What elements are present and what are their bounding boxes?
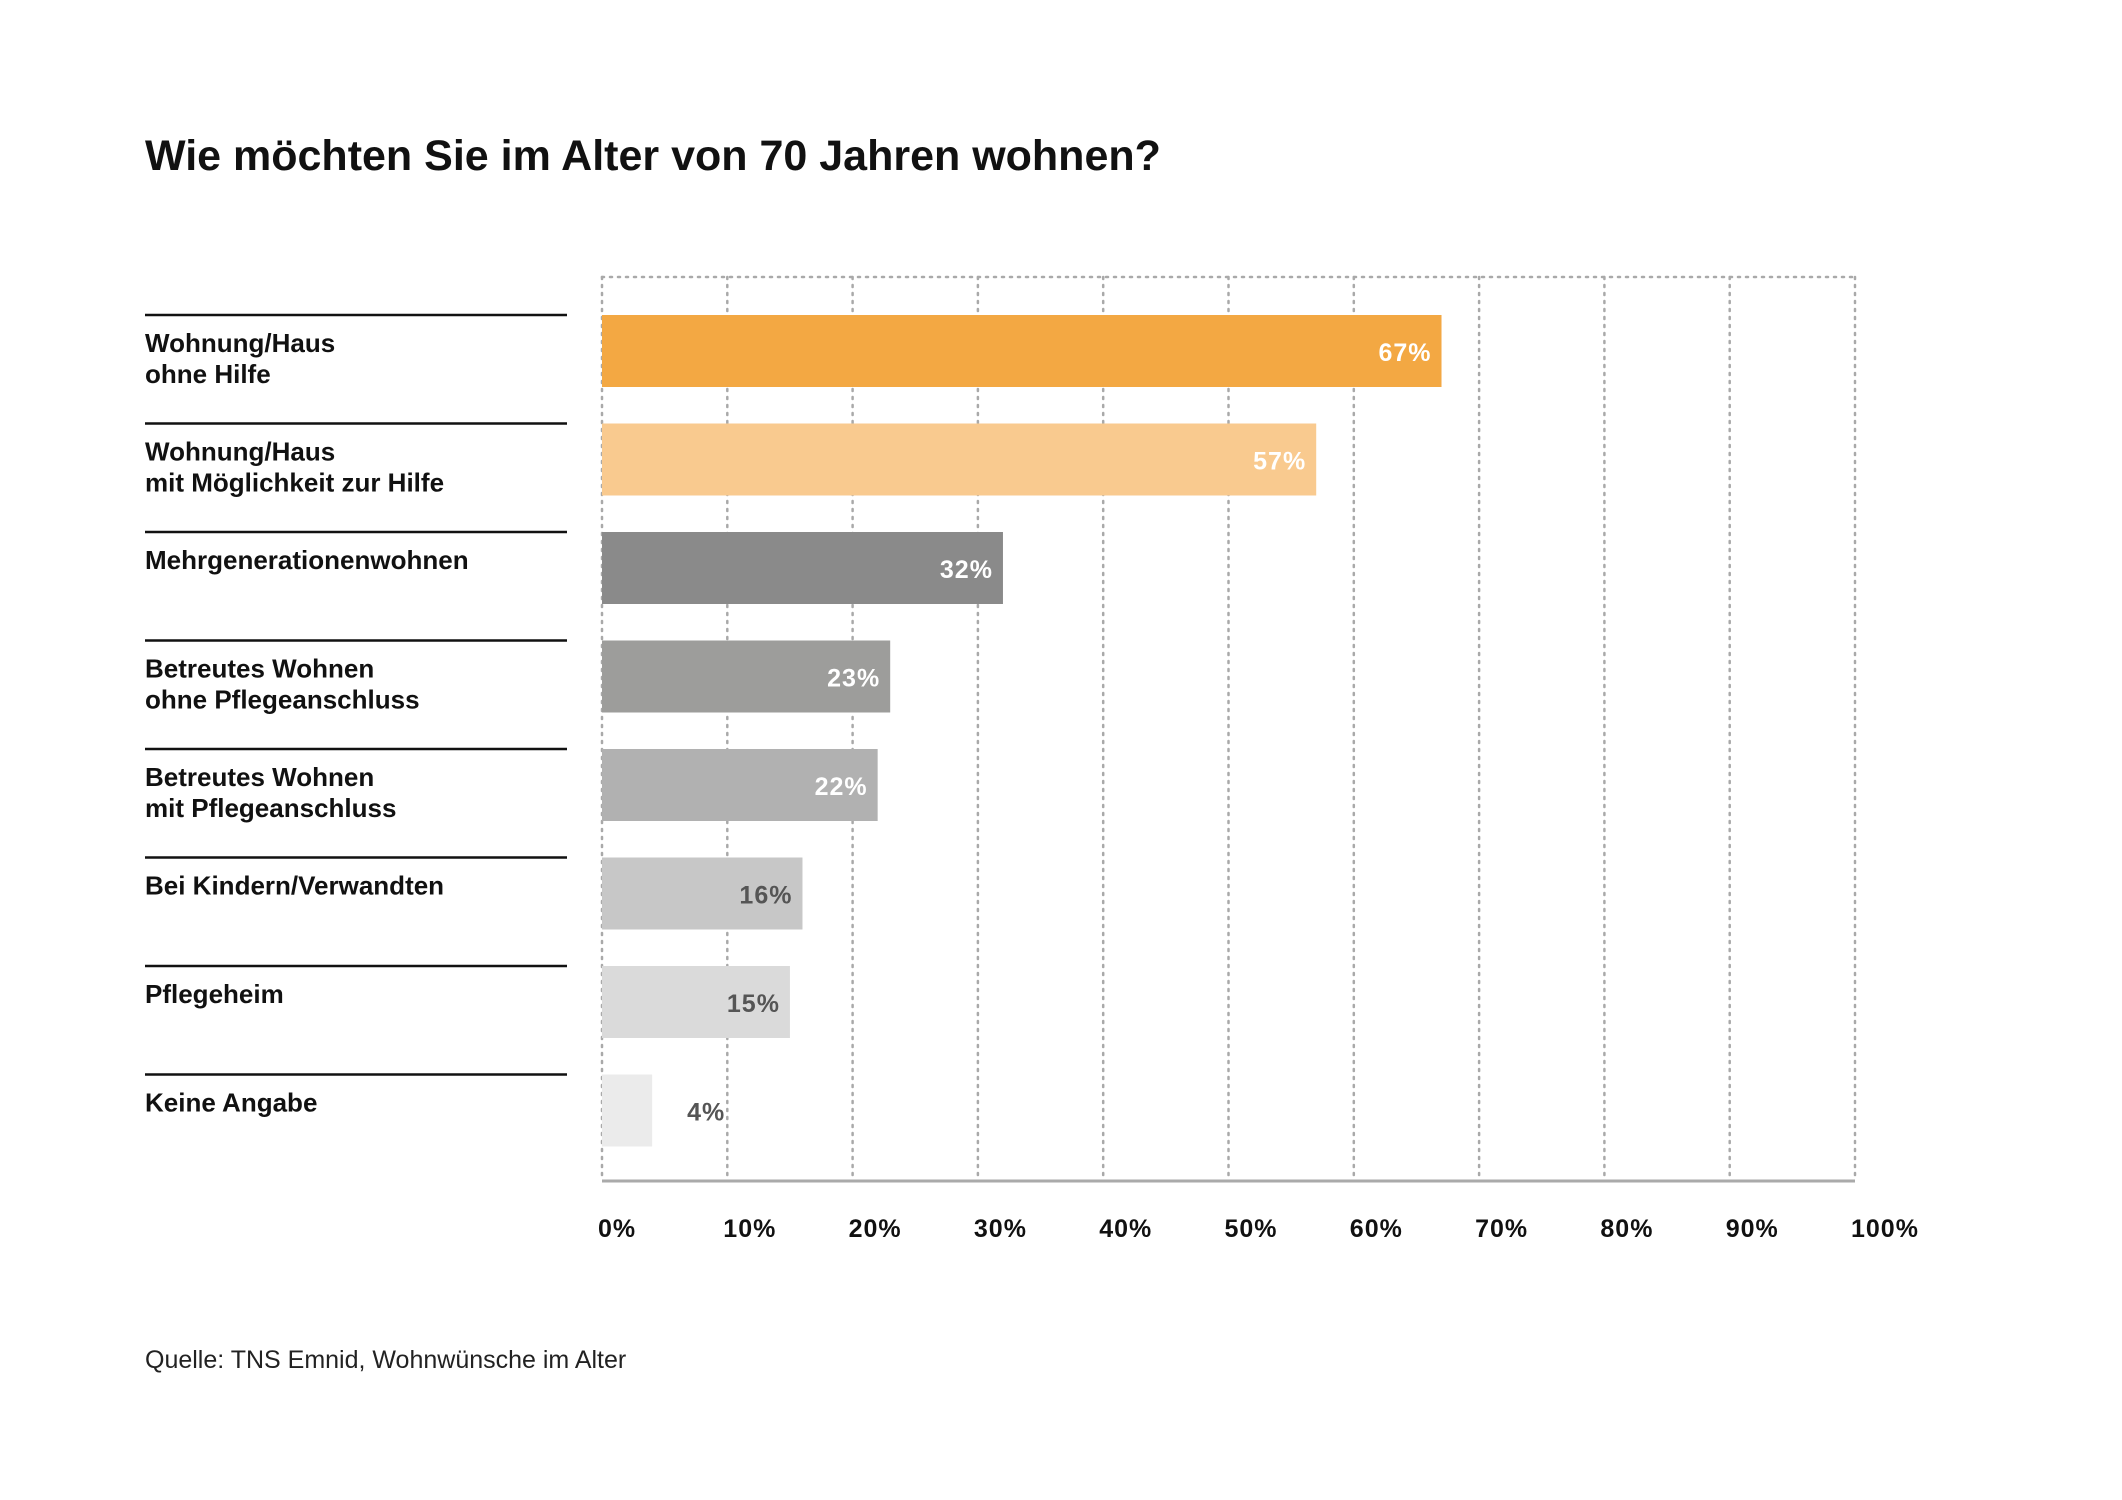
x-tick-label: 50% [1225,1215,1278,1243]
data-label: 67% [1378,339,1431,367]
data-label: 16% [739,882,792,910]
data-label: 4% [687,1099,725,1127]
bar [602,1074,653,1147]
data-label: 15% [727,990,780,1018]
category-label: Betreutes Wohnen [145,654,374,684]
category-label: mit Möglichkeit zur Hilfe [145,468,444,498]
x-tick-label: 10% [723,1215,776,1243]
x-axis: 0% 10% 20% 30% 40% 50% 60% 70% 80% 90% 100% [598,1179,1919,1243]
category-label: mit Pflegeanschluss [145,793,396,823]
category-label: ohne Hilfe [145,359,271,389]
x-tick-label: 80% [1600,1215,1653,1243]
category-label: Pflegeheim [145,979,284,1009]
data-label: 57% [1253,448,1306,476]
category-label: Bei Kindern/Verwandten [145,871,444,901]
bar [602,749,878,821]
category-label: Keine Angabe [145,1088,317,1118]
bar [602,315,1442,387]
category-label: Wohnung/Haus [145,437,335,467]
category-label: Mehrgenerationenwohnen [145,545,469,575]
source-note: Quelle: TNS Emnid, Wohnwünsche im Alter [145,1346,627,1374]
x-tick-label: 100% [1851,1215,1919,1243]
bar [602,857,803,930]
category-label: Betreutes Wohnen [145,762,374,792]
x-tick-label: 90% [1726,1215,1779,1243]
bar [602,966,790,1038]
data-label: 22% [815,773,868,801]
category-label: Wohnung/Haus [145,328,335,358]
chart-title: Wie möchten Sie im Alter von 70 Jahren w… [145,132,1161,180]
bar [602,423,1317,496]
x-tick-label: 40% [1099,1215,1152,1243]
x-tick-label: 60% [1350,1215,1403,1243]
bar [602,640,891,713]
data-label: 32% [940,556,993,584]
x-tick-label: 30% [974,1215,1027,1243]
bars: 67% 57% 32% 23% 22% 16% 15% 4% [602,315,1442,1147]
bar [602,532,1003,604]
x-tick-label: 70% [1475,1215,1528,1243]
grid-lines [600,275,1857,1183]
x-tick-label: 20% [849,1215,902,1243]
x-tick-label: 0% [598,1215,636,1243]
category-label: ohne Pflegeanschluss [145,685,420,715]
data-label: 23% [827,665,880,693]
